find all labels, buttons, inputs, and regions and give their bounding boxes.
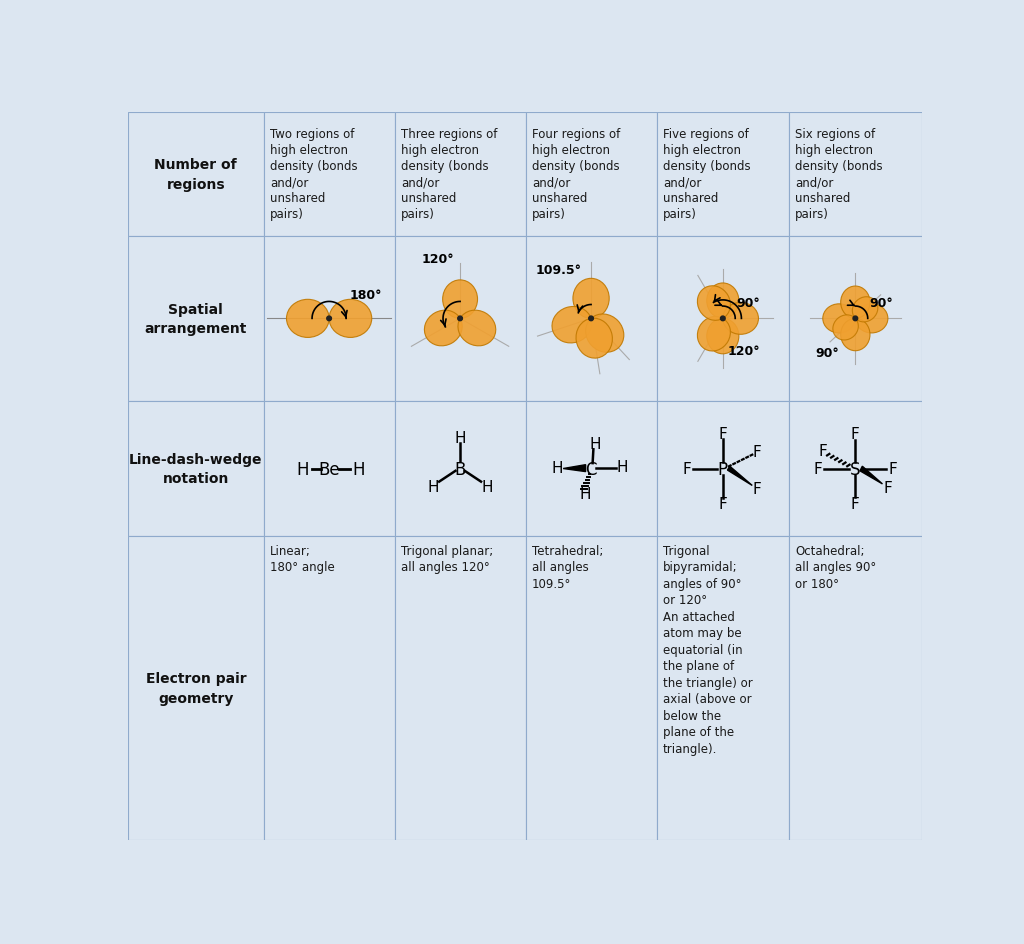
Text: F: F: [683, 462, 691, 477]
Bar: [525, 402, 656, 536]
Text: F: F: [719, 497, 727, 512]
Bar: [656, 402, 790, 536]
Ellipse shape: [424, 311, 462, 346]
Bar: [394, 536, 525, 840]
Text: Three regions of
high electron
density (bonds
and/or
unshared
pairs): Three regions of high electron density (…: [400, 128, 498, 221]
Ellipse shape: [841, 287, 870, 319]
Polygon shape: [563, 465, 586, 472]
Ellipse shape: [855, 305, 888, 333]
Text: Line-dash-wedge
notation: Line-dash-wedge notation: [129, 452, 262, 486]
Text: H: H: [551, 461, 563, 476]
Text: F: F: [818, 443, 827, 458]
Text: F: F: [753, 445, 761, 460]
Bar: [656, 536, 790, 840]
Text: H: H: [616, 460, 628, 475]
Text: H: H: [427, 480, 438, 495]
Text: H: H: [455, 430, 466, 446]
Ellipse shape: [833, 315, 858, 341]
Text: 120°: 120°: [421, 253, 454, 266]
Ellipse shape: [697, 286, 730, 321]
Text: 90°: 90°: [736, 297, 761, 311]
Bar: [128, 236, 263, 402]
Circle shape: [721, 317, 725, 321]
Ellipse shape: [707, 283, 739, 319]
Text: Four regions of
high electron
density (bonds
and/or
unshared
pairs): Four regions of high electron density (b…: [531, 128, 620, 221]
Ellipse shape: [572, 279, 609, 319]
Text: Spatial
arrangement: Spatial arrangement: [144, 302, 247, 336]
Text: Six regions of
high electron
density (bonds
and/or
unshared
pairs): Six regions of high electron density (bo…: [796, 128, 883, 221]
Bar: [128, 536, 263, 840]
Circle shape: [589, 317, 593, 321]
Bar: [790, 536, 922, 840]
Ellipse shape: [586, 314, 624, 353]
Text: B: B: [455, 460, 466, 478]
Bar: [790, 236, 922, 402]
Ellipse shape: [697, 317, 730, 351]
Bar: [525, 113, 656, 236]
Ellipse shape: [442, 280, 477, 319]
Bar: [656, 113, 790, 236]
Bar: [394, 236, 525, 402]
Text: Two regions of
high electron
density (bonds
and/or
unshared
pairs): Two regions of high electron density (bo…: [270, 128, 357, 221]
Text: P: P: [718, 460, 728, 478]
Text: H: H: [481, 480, 493, 495]
Text: 180°: 180°: [349, 289, 382, 302]
Text: H: H: [589, 437, 601, 452]
Text: F: F: [814, 462, 822, 477]
Text: F: F: [753, 481, 761, 497]
Text: F: F: [884, 480, 892, 495]
Text: 120°: 120°: [727, 345, 760, 358]
Text: Trigonal planar;
all angles 120°: Trigonal planar; all angles 120°: [400, 544, 493, 574]
Circle shape: [327, 317, 332, 321]
Ellipse shape: [841, 319, 870, 351]
Text: S: S: [850, 460, 860, 478]
Bar: [790, 113, 922, 236]
Bar: [790, 402, 922, 536]
Text: H: H: [297, 460, 309, 478]
Text: F: F: [851, 497, 860, 511]
Text: H: H: [352, 460, 365, 478]
Bar: [128, 113, 263, 236]
Bar: [525, 236, 656, 402]
Text: Trigonal
bipyramidal;
angles of 90°
or 120°
An attached
atom may be
equatorial (: Trigonal bipyramidal; angles of 90° or 1…: [663, 544, 753, 755]
Circle shape: [853, 317, 858, 321]
Bar: [525, 536, 656, 840]
Circle shape: [458, 317, 463, 321]
Text: Tetrahedral;
all angles
109.5°: Tetrahedral; all angles 109.5°: [531, 544, 603, 590]
Text: Linear;
180° angle: Linear; 180° angle: [270, 544, 335, 574]
Text: H: H: [580, 487, 591, 502]
Bar: [394, 113, 525, 236]
Text: Octahedral;
all angles 90°
or 180°: Octahedral; all angles 90° or 180°: [796, 544, 877, 590]
Text: Electron pair
geometry: Electron pair geometry: [145, 671, 246, 705]
Bar: [263, 402, 394, 536]
Bar: [656, 236, 790, 402]
Text: 90°: 90°: [815, 346, 839, 360]
Bar: [128, 402, 263, 536]
Ellipse shape: [577, 319, 612, 359]
Text: F: F: [888, 462, 897, 477]
Text: F: F: [851, 427, 860, 442]
Text: C: C: [586, 460, 597, 478]
Ellipse shape: [707, 319, 739, 354]
Bar: [263, 236, 394, 402]
Polygon shape: [860, 466, 883, 484]
Text: 90°: 90°: [869, 297, 893, 311]
Bar: [394, 402, 525, 536]
Bar: [263, 536, 394, 840]
Ellipse shape: [287, 300, 329, 338]
Ellipse shape: [823, 305, 855, 333]
Ellipse shape: [852, 297, 878, 323]
Text: Number of
regions: Number of regions: [155, 158, 238, 192]
Bar: [263, 113, 394, 236]
Text: F: F: [719, 426, 727, 441]
Ellipse shape: [329, 300, 372, 338]
Ellipse shape: [552, 307, 592, 344]
Text: Be: Be: [318, 460, 340, 478]
Polygon shape: [727, 466, 753, 486]
Text: 109.5°: 109.5°: [536, 263, 582, 277]
Ellipse shape: [723, 303, 759, 335]
Text: Five regions of
high electron
density (bonds
and/or
unshared
pairs): Five regions of high electron density (b…: [663, 128, 751, 221]
Ellipse shape: [458, 311, 496, 346]
